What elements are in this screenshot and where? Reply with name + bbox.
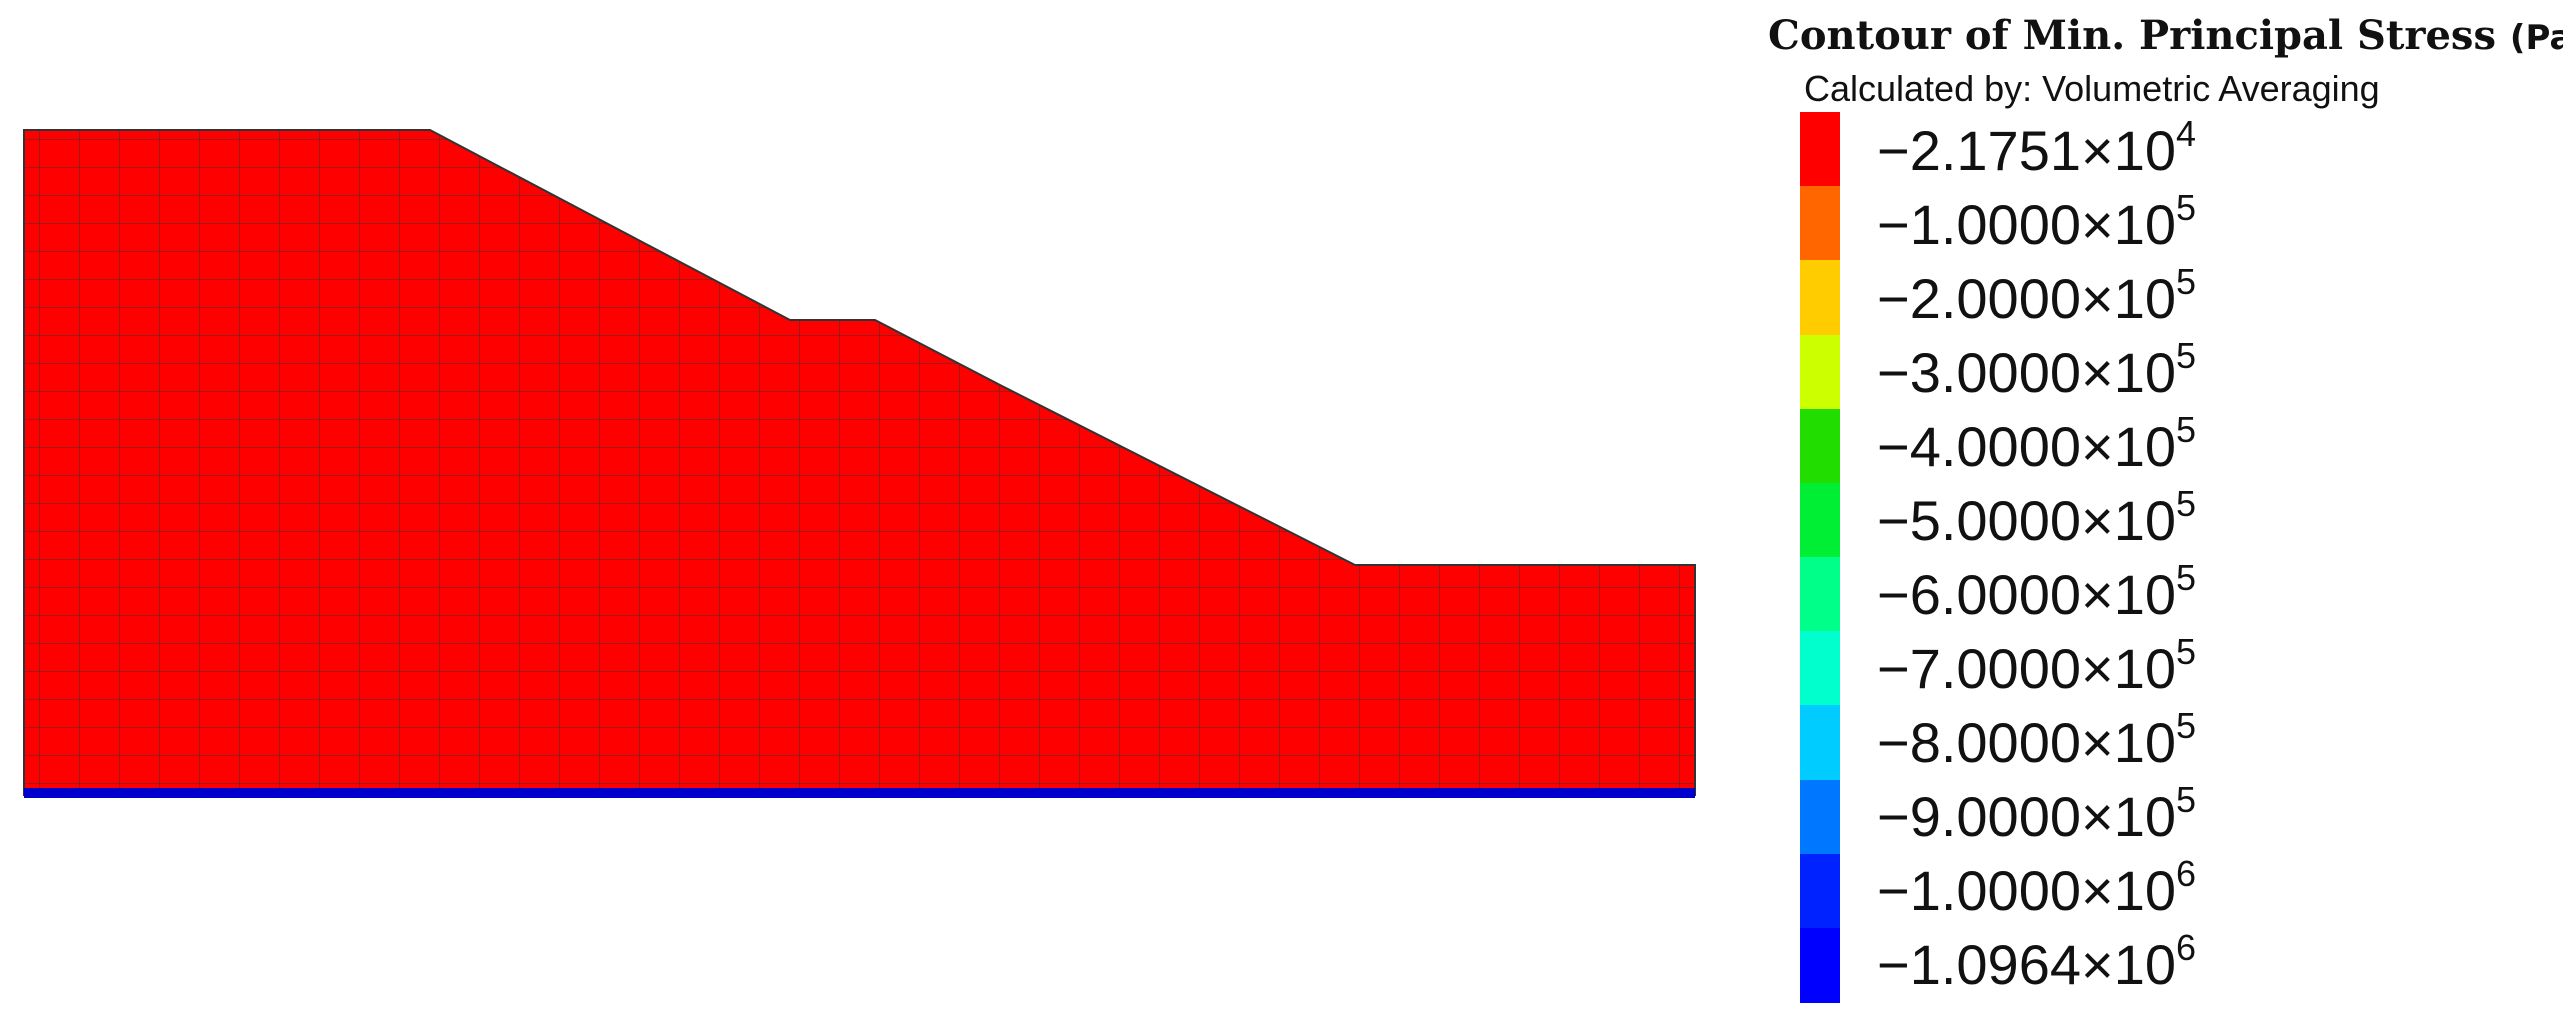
model-base-strip <box>24 788 1695 798</box>
color-swatch <box>1800 779 1840 855</box>
color-swatch <box>1800 631 1840 707</box>
color-swatch <box>1800 927 1840 1003</box>
color-scale-label: −8.0000×105 <box>1877 705 2197 774</box>
color-swatch <box>1800 334 1840 410</box>
legend-unit: (Pa) <box>2509 18 2563 58</box>
color-swatch <box>1800 557 1840 633</box>
legend-subtitle: Calculated by: Volumetric Averaging <box>1804 68 2380 109</box>
color-swatch <box>1800 186 1840 262</box>
color-swatch <box>1800 260 1840 336</box>
color-scale-label: −7.0000×105 <box>1877 631 2197 700</box>
slope-contour-model <box>23 129 1696 798</box>
contour-bands <box>24 130 1695 795</box>
color-scale-label: −1.0000×106 <box>1877 853 2197 922</box>
color-scale-bar <box>1800 112 1840 1003</box>
color-scale-label: −4.0000×105 <box>1877 409 2197 478</box>
mesh-grid <box>24 130 1695 795</box>
legend-title-text: Contour of Min. Principal Stress <box>1768 12 2496 59</box>
legend-title: Contour of Min. Principal Stress (Pa) <box>1768 12 2563 59</box>
color-scale-label: −2.0000×105 <box>1877 261 2197 330</box>
color-scale-label: −2.1751×104 <box>1877 113 2197 182</box>
color-swatch <box>1800 112 1840 188</box>
color-scale-label: −1.0000×105 <box>1877 187 2197 256</box>
color-swatch <box>1800 705 1840 781</box>
color-scale-label: −6.0000×105 <box>1877 557 2197 626</box>
color-swatch <box>1800 482 1840 558</box>
color-swatch <box>1800 853 1840 929</box>
color-scale-label: −5.0000×105 <box>1877 483 2197 552</box>
color-scale-label: −9.0000×105 <box>1877 779 2197 848</box>
color-swatch <box>1800 408 1840 484</box>
color-scale-label: −1.0964×106 <box>1877 927 2197 996</box>
color-scale-label: −3.0000×105 <box>1877 335 2197 404</box>
